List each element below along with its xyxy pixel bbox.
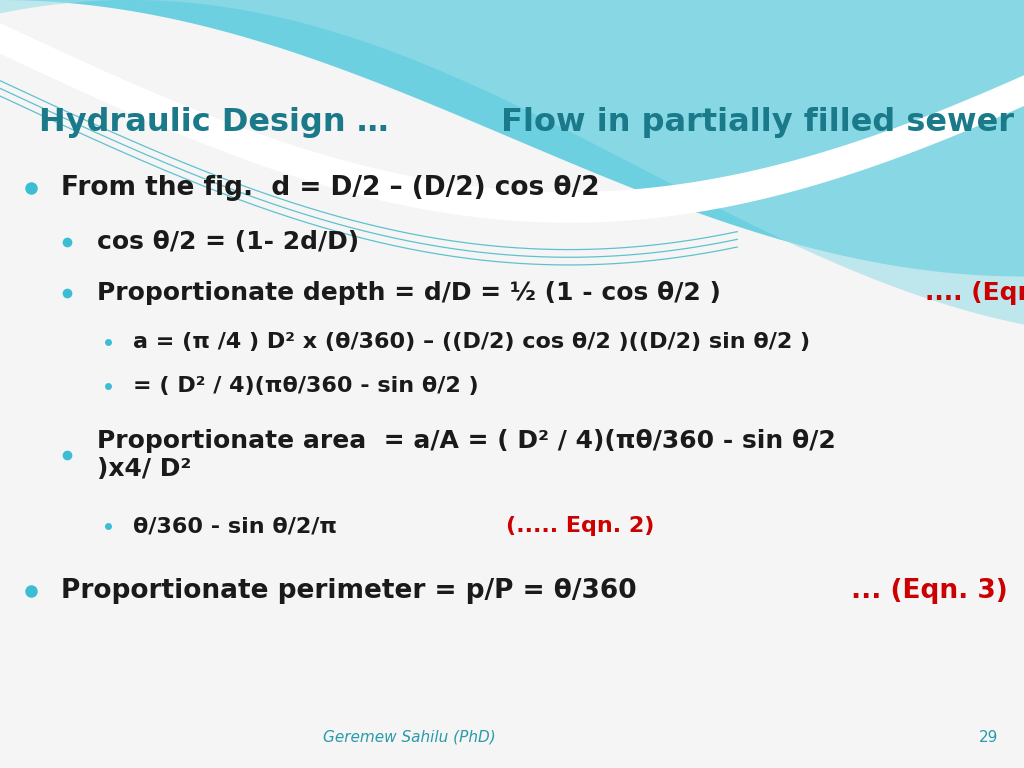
Text: cos θ/2 = (1- 2d/D): cos θ/2 = (1- 2d/D) (97, 230, 359, 254)
Polygon shape (0, 0, 1024, 325)
Text: Flow in partially filled sewer: Flow in partially filled sewer (490, 108, 1014, 138)
Text: (..... Eqn. 2): (..... Eqn. 2) (506, 516, 654, 536)
Text: Proportionate perimeter = p/P = θ/360: Proportionate perimeter = p/P = θ/360 (61, 578, 674, 604)
Text: From the fig.  d = D/2 – (D/2) cos θ/2: From the fig. d = D/2 – (D/2) cos θ/2 (61, 175, 600, 201)
Polygon shape (0, 23, 1024, 223)
Text: Proportionate area  = a/A = ( D² / 4)(πθ/360 - sin θ/2
)x4/ D²: Proportionate area = a/A = ( D² / 4)(πθ/… (97, 429, 836, 481)
Text: Proportionate depth = d/D = ½ (1 - cos θ/2 ): Proportionate depth = d/D = ½ (1 - cos θ… (97, 281, 738, 306)
Polygon shape (0, 0, 1024, 276)
Text: Hydraulic Design …: Hydraulic Design … (39, 108, 388, 138)
Text: a = (π /4 ) D² x (θ/360) – ((D/2) cos θ/2 )((D/2) sin θ/2 ): a = (π /4 ) D² x (θ/360) – ((D/2) cos θ/… (133, 332, 810, 352)
Text: 29: 29 (979, 730, 998, 745)
Text: ... (Eqn. 3): ... (Eqn. 3) (851, 578, 1008, 604)
Text: Geremew Sahilu (PhD): Geremew Sahilu (PhD) (324, 730, 496, 745)
Text: .... (Eqn. 1): .... (Eqn. 1) (925, 281, 1024, 306)
Text: = ( D² / 4)(πθ/360 - sin θ/2 ): = ( D² / 4)(πθ/360 - sin θ/2 ) (133, 376, 479, 396)
Text: θ/360 - sin θ/2/π: θ/360 - sin θ/2/π (133, 516, 422, 536)
